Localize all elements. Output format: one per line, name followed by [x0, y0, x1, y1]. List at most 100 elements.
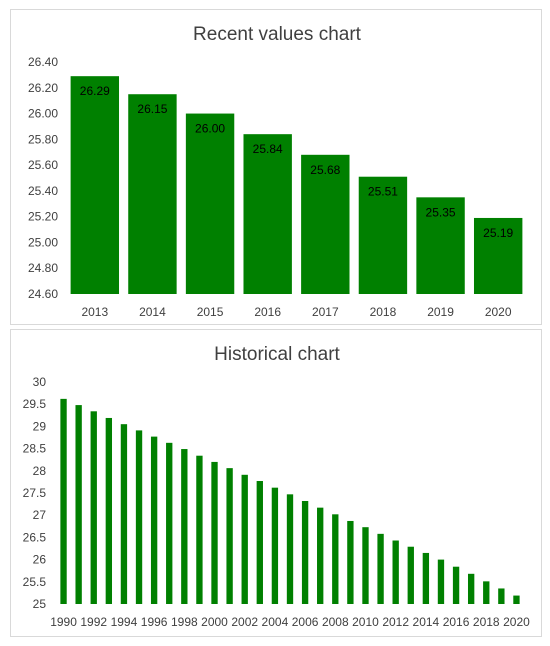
- bar: [185, 113, 235, 294]
- bar: [150, 436, 158, 604]
- bars: [60, 398, 520, 604]
- bar: [317, 507, 324, 604]
- chart-title: Recent values chart: [193, 24, 362, 45]
- y-tick-label: 25: [33, 597, 47, 611]
- historical-chart: Historical chart 25 25.5 26 26.5 27 27.5 28 28.…: [23, 344, 530, 629]
- bars: [70, 76, 523, 294]
- x-tick-label: 2016: [443, 615, 470, 629]
- bar: [452, 566, 460, 604]
- y-tick-label: 26.5: [23, 530, 47, 544]
- recent-values-chart: Recent values chart 24.60 24.80 25.00 25.20…: [28, 24, 523, 319]
- bar: [60, 398, 67, 604]
- y-tick-label: 25.40: [28, 184, 58, 198]
- bar: [513, 595, 520, 604]
- data-label: 26.29: [80, 84, 110, 98]
- y-tick-label: 25.5: [23, 575, 47, 589]
- y-tick-label: 29: [33, 419, 47, 433]
- bar: [271, 487, 279, 604]
- bar: [377, 533, 384, 604]
- bar: [473, 217, 523, 294]
- y-tick-label: 25.00: [28, 235, 58, 249]
- bar: [120, 424, 128, 604]
- bar: [243, 134, 292, 294]
- bar: [483, 581, 490, 604]
- x-tick-label: 1998: [171, 615, 198, 629]
- bar: [70, 76, 120, 294]
- x-tick-label: 2020: [503, 615, 530, 629]
- y-tick-label: 28.5: [23, 442, 47, 456]
- bar: [467, 573, 475, 604]
- x-tick-label: 2000: [201, 615, 228, 629]
- bar: [301, 154, 350, 294]
- data-label: 26.15: [137, 102, 167, 116]
- chart-title: Historical chart: [214, 344, 340, 365]
- y-tick-label: 25.20: [28, 210, 58, 224]
- bar: [166, 442, 173, 604]
- bar: [128, 94, 177, 294]
- bar: [416, 197, 465, 294]
- bar: [286, 494, 294, 604]
- bar: [347, 520, 354, 604]
- x-tick-label: 2010: [352, 615, 379, 629]
- historical-chart-panel: Historical chart 25 25.5 26 26.5 27 27.5 28 28.…: [10, 329, 542, 637]
- y-tick-label: 29.5: [23, 397, 47, 411]
- data-labels: 26.29 26.15 26.00 25.84 25.68 25.51 25.35 25.19: [80, 84, 514, 240]
- bar: [196, 455, 203, 604]
- x-tick-label: 2014: [413, 615, 440, 629]
- bar: [498, 588, 505, 604]
- x-axis-ticks: 2013 2014 2015 2016 2017 2018 2019 2020: [81, 305, 511, 319]
- y-tick-label: 27.5: [23, 486, 47, 500]
- bar: [392, 540, 399, 604]
- data-label: 25.35: [426, 205, 456, 219]
- x-tick-label: 1996: [141, 615, 168, 629]
- y-tick-label: 24.60: [28, 287, 58, 301]
- bar: [358, 176, 408, 294]
- x-tick-label: 2017: [312, 305, 339, 319]
- y-tick-label: 26.20: [28, 81, 58, 95]
- x-tick-label: 2018: [370, 305, 397, 319]
- x-tick-label: 2019: [427, 305, 454, 319]
- x-tick-label: 2002: [231, 615, 258, 629]
- bar: [105, 417, 113, 604]
- x-tick-label: 2004: [262, 615, 289, 629]
- y-tick-label: 26.40: [28, 55, 58, 69]
- x-tick-label: 2012: [382, 615, 409, 629]
- bar: [181, 449, 188, 604]
- data-label: 25.51: [368, 185, 398, 199]
- bar: [332, 514, 339, 604]
- x-tick-label: 2006: [292, 615, 319, 629]
- y-tick-label: 24.80: [28, 261, 58, 275]
- y-tick-label: 27: [33, 508, 47, 522]
- data-label: 25.84: [253, 142, 283, 156]
- x-axis-ticks: 1990 1992 1994 1996 1998 2000 2002 2004 2006 2008…: [50, 615, 530, 629]
- data-label: 25.68: [310, 163, 340, 177]
- x-tick-label: 2008: [322, 615, 349, 629]
- y-axis-ticks: 25 25.5 26 26.5 27 27.5 28 28.5 29 29.5 30: [23, 375, 47, 611]
- bar: [226, 468, 233, 604]
- bar: [211, 461, 218, 604]
- y-tick-label: 26.00: [28, 107, 58, 121]
- data-label: 25.19: [483, 226, 513, 240]
- x-tick-label: 2014: [139, 305, 166, 319]
- recent-values-chart-panel: Recent values chart 24.60 24.80 25.00 25.20…: [10, 9, 542, 325]
- y-tick-label: 25.60: [28, 158, 58, 172]
- x-tick-label: 2018: [473, 615, 500, 629]
- bar: [135, 430, 143, 604]
- bar: [90, 411, 97, 604]
- x-tick-label: 2015: [197, 305, 224, 319]
- y-tick-label: 26: [33, 553, 47, 567]
- y-axis-ticks: 24.60 24.80 25.00 25.20 25.40 25.60 25.80 26.00…: [28, 55, 58, 301]
- y-tick-label: 25.80: [28, 132, 58, 146]
- bar: [75, 405, 82, 604]
- x-tick-label: 1992: [80, 615, 107, 629]
- bar: [362, 527, 369, 604]
- bar: [241, 474, 248, 604]
- bar: [256, 481, 263, 604]
- y-tick-label: 30: [33, 375, 47, 389]
- x-tick-label: 2013: [81, 305, 108, 319]
- x-tick-label: 1994: [111, 615, 138, 629]
- x-tick-label: 2016: [254, 305, 281, 319]
- bar: [407, 546, 414, 604]
- bar: [422, 552, 430, 604]
- y-tick-label: 28: [33, 464, 47, 478]
